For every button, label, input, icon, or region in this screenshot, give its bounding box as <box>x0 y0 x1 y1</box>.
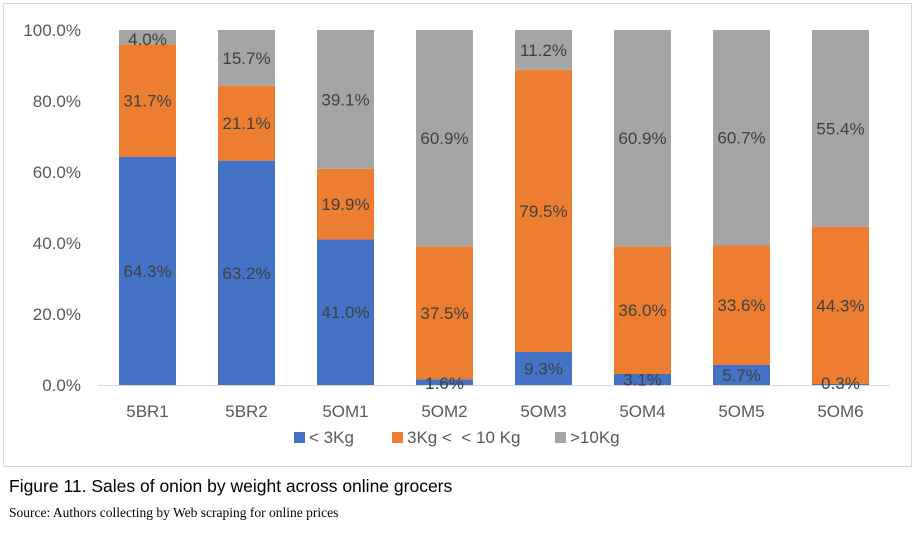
legend-swatch <box>294 432 305 443</box>
figure-caption: Figure 11. Sales of onion by weight acro… <box>9 476 453 496</box>
chart-frame <box>3 3 912 467</box>
y-tick-label: 0.0% <box>42 376 81 395</box>
legend-label: < 3Kg <box>309 428 354 447</box>
x-tick-label: 5BR2 <box>225 402 268 421</box>
data-label: 60.7% <box>717 129 765 148</box>
data-label: 15.7% <box>222 49 270 68</box>
bar-segment-lt3 <box>515 351 572 385</box>
data-label: 5.7% <box>722 366 761 385</box>
x-tick-label: 5BR1 <box>126 402 169 421</box>
stacked-bar-chart: 0.0% 20.0% 40.0% 60.0% 80.0% 100.0% 5BR1 5BR2 5O… <box>23 21 890 447</box>
data-label: 11.2% <box>520 41 567 60</box>
data-label: 64.3% <box>123 262 171 281</box>
bar-segment-gt10 <box>119 30 176 45</box>
bar-segment-mid <box>416 246 473 380</box>
bar-segment-lt3 <box>614 373 671 385</box>
data-label: 44.3% <box>816 296 864 315</box>
data-label: 0.3% <box>821 374 860 393</box>
data-label: 1.6% <box>425 374 464 393</box>
x-tick-label: 5OM5 <box>718 402 764 421</box>
bar-segment-mid <box>812 226 869 384</box>
data-label: 3.1% <box>623 370 662 389</box>
bar-segment-lt3 <box>812 383 869 385</box>
bar-segment-mid <box>515 69 572 352</box>
x-tick-label: 5OM6 <box>817 402 863 421</box>
source-note: Source: Authors collecting by Web scrapi… <box>9 505 339 520</box>
data-label: 60.9% <box>618 129 666 148</box>
data-label: 4.0% <box>128 30 167 49</box>
legend-swatch <box>392 432 403 443</box>
data-label: 41.0% <box>321 303 369 322</box>
bar-segment-lt3 <box>119 156 176 385</box>
bar-segment-gt10 <box>713 30 770 246</box>
data-label: 21.1% <box>222 114 270 133</box>
data-label: 63.2% <box>222 264 270 283</box>
y-tick-label: 60.0% <box>33 163 81 182</box>
y-tick-label: 20.0% <box>33 305 81 324</box>
legend-label: 3Kg < < 10 Kg <box>407 428 520 447</box>
data-label: 19.9% <box>321 195 369 214</box>
bar-segment-mid <box>218 85 275 161</box>
bar-segment-mid <box>713 245 770 365</box>
bar-segment-gt10 <box>515 30 572 70</box>
bar-segment-lt3 <box>317 239 374 385</box>
y-tick-label: 40.0% <box>33 234 81 253</box>
bar-segment-gt10 <box>317 30 374 169</box>
bar-segment-gt10 <box>614 30 671 247</box>
data-label: 39.1% <box>321 90 369 109</box>
bar-segment-mid <box>317 168 374 240</box>
bar-segment-mid <box>119 44 176 157</box>
bar-segment-lt3 <box>713 364 770 385</box>
x-tick-label: 5OM1 <box>322 402 368 421</box>
data-label: 55.4% <box>816 119 864 138</box>
legend-swatch <box>555 432 566 443</box>
y-tick-label: 100.0% <box>23 21 81 40</box>
data-label: 36.0% <box>618 301 666 320</box>
data-label: 33.6% <box>717 296 765 315</box>
bar-segment-mid <box>614 246 671 374</box>
x-tick-label: 5OM3 <box>520 402 566 421</box>
bar-segment-gt10 <box>416 30 473 247</box>
x-tick-label: 5OM4 <box>619 402 665 421</box>
data-label: 60.9% <box>420 129 468 148</box>
data-label: 9.3% <box>524 359 563 378</box>
legend-label: >10Kg <box>570 428 620 447</box>
data-label: 31.7% <box>123 91 171 110</box>
bar-segment-gt10 <box>812 30 869 227</box>
bar-segment-lt3 <box>218 160 275 385</box>
bar-segment-lt3 <box>416 379 473 385</box>
data-label: 37.5% <box>420 304 468 323</box>
bar-segment-gt10 <box>218 30 275 86</box>
x-tick-label: 5OM2 <box>421 402 467 421</box>
y-tick-label: 80.0% <box>33 92 81 111</box>
data-label: 79.5% <box>519 202 567 221</box>
